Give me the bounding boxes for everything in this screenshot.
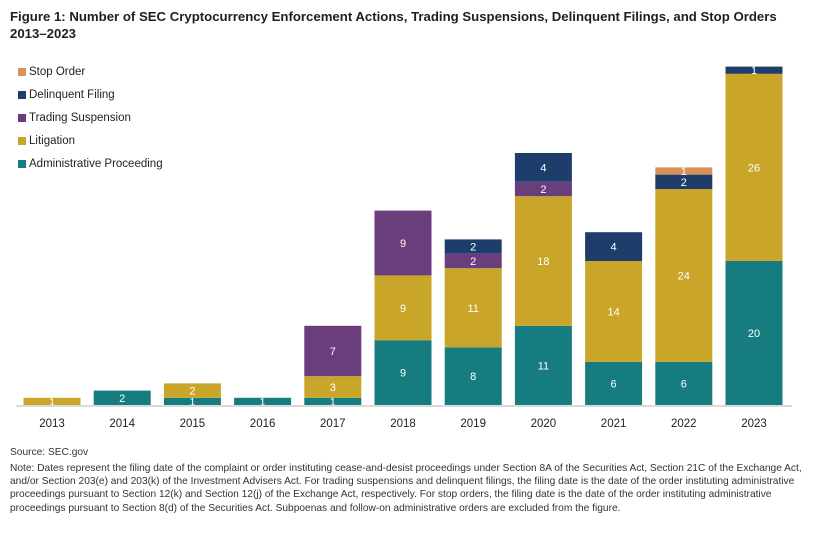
x-tick-label-2023: 2023 xyxy=(741,418,767,430)
bar-litigation-2021 xyxy=(585,261,643,362)
bar-delinquent-filing-2022 xyxy=(655,174,713,189)
bar-stop-order-2022 xyxy=(655,167,713,175)
source-text: Source: SEC.gov xyxy=(10,447,89,458)
x-tick-label-2022: 2022 xyxy=(671,418,697,430)
bar-delinquent-filing-2019 xyxy=(444,239,502,254)
bar-delinquent-filing-2021 xyxy=(585,232,643,261)
bar-administrative-proceeding-2021 xyxy=(585,361,643,405)
legend-swatch-litigation xyxy=(18,136,26,145)
data-label-litigation-2013: 1 xyxy=(49,396,55,408)
x-tick-label-2019: 2019 xyxy=(460,418,486,430)
legend-label: Stop Order xyxy=(29,65,86,78)
legend-label: Trading Suspension xyxy=(29,111,131,124)
x-tick-label-2021: 2021 xyxy=(601,418,627,430)
legend-label: Litigation xyxy=(29,134,76,147)
data-label-administrative-proceeding-2021: 6 xyxy=(611,378,617,390)
bar-trading-suspension-2018 xyxy=(374,210,432,276)
x-tick-label-2016: 2016 xyxy=(250,418,276,430)
bar-trading-suspension-2020 xyxy=(514,181,572,197)
data-label-litigation-2023: 26 xyxy=(748,162,760,174)
bar-trading-suspension-2017 xyxy=(304,325,362,377)
data-label-delinquent-filing-2019: 2 xyxy=(470,242,476,254)
data-label-stop-order-2022: 1 xyxy=(681,166,687,178)
data-label-administrative-proceeding-2020: 11 xyxy=(538,360,549,372)
data-label-administrative-proceeding-2022: 6 xyxy=(681,378,687,390)
x-tick-label-2020: 2020 xyxy=(531,418,557,430)
bar-administrative-proceeding-2019 xyxy=(444,347,502,405)
data-label-administrative-proceeding-2017: 1 xyxy=(330,396,336,408)
data-label-litigation-2020: 18 xyxy=(537,256,549,268)
bar-administrative-proceeding-2016 xyxy=(234,397,292,405)
bar-delinquent-filing-2020 xyxy=(514,153,572,182)
legend-label: Administrative Proceeding xyxy=(29,157,163,170)
x-tick-label-2014: 2014 xyxy=(109,418,135,430)
data-label-delinquent-filing-2022: 2 xyxy=(681,177,687,189)
data-label-administrative-proceeding-2023: 20 xyxy=(748,328,760,340)
bar-litigation-2019 xyxy=(444,268,502,348)
data-label-litigation-2017: 3 xyxy=(330,382,336,394)
bar-litigation-2015 xyxy=(163,383,221,398)
data-label-trading-suspension-2019: 2 xyxy=(470,256,476,268)
x-tick-label-2018: 2018 xyxy=(390,418,416,430)
data-label-trading-suspension-2020: 2 xyxy=(540,184,546,196)
bar-litigation-2020 xyxy=(514,196,572,326)
bar-delinquent-filing-2023 xyxy=(725,66,783,74)
bar-administrative-proceeding-2023 xyxy=(725,261,783,405)
data-label-administrative-proceeding-2019: 8 xyxy=(470,371,476,383)
legend-item-trading-suspension: Trading Suspension xyxy=(18,106,163,129)
legend-swatch-trading-suspension xyxy=(18,113,26,122)
bar-litigation-2023 xyxy=(725,73,783,261)
data-label-litigation-2018: 9 xyxy=(400,303,406,315)
bar-litigation-2022 xyxy=(655,189,713,362)
data-label-litigation-2021: 14 xyxy=(607,306,619,318)
data-label-administrative-proceeding-2016: 1 xyxy=(260,396,266,408)
bar-administrative-proceeding-2015 xyxy=(163,397,221,405)
bar-administrative-proceeding-2022 xyxy=(655,361,713,405)
data-label-delinquent-filing-2021: 4 xyxy=(611,242,617,254)
x-tick-label-2015: 2015 xyxy=(180,418,206,430)
legend-swatch-stop-order xyxy=(18,67,26,76)
x-tick-label-2017: 2017 xyxy=(320,418,346,430)
data-label-delinquent-filing-2023: 1 xyxy=(751,65,757,77)
data-label-litigation-2022: 24 xyxy=(678,270,690,282)
note-text: Note: Dates represent the filing date of… xyxy=(10,463,802,514)
legend-item-delinquent-filing: Delinquent Filing xyxy=(18,83,163,106)
legend-item-administrative-proceeding: Administrative Proceeding xyxy=(18,152,163,175)
legend-item-stop-order: Stop Order xyxy=(18,60,163,83)
x-tick-label-2013: 2013 xyxy=(39,418,65,430)
data-label-trading-suspension-2018: 9 xyxy=(400,238,406,250)
data-label-delinquent-filing-2020: 4 xyxy=(540,162,546,174)
data-label-administrative-proceeding-2014: 2 xyxy=(119,393,125,405)
bar-administrative-proceeding-2017 xyxy=(304,397,362,405)
bar-litigation-2017 xyxy=(304,376,362,398)
data-label-administrative-proceeding-2015: 1 xyxy=(189,396,195,408)
data-label-trading-suspension-2017: 7 xyxy=(330,346,336,358)
bar-administrative-proceeding-2018 xyxy=(374,340,432,405)
chart-title: Figure 1: Number of SEC Cryptocurrency E… xyxy=(10,9,777,41)
bar-litigation-2013 xyxy=(23,397,81,405)
bar-administrative-proceeding-2014 xyxy=(93,390,151,405)
legend-swatch-administrative-proceeding xyxy=(18,159,26,168)
legend-label: Delinquent Filing xyxy=(29,88,115,101)
legend: Stop Order Delinquent Filing Trading Sus… xyxy=(18,60,163,175)
data-label-administrative-proceeding-2018: 9 xyxy=(400,368,406,380)
bar-administrative-proceeding-2020 xyxy=(514,325,572,405)
legend-item-litigation: Litigation xyxy=(18,129,163,152)
data-label-litigation-2019: 11 xyxy=(467,303,478,315)
bar-trading-suspension-2019 xyxy=(444,253,502,269)
bar-litigation-2018 xyxy=(374,275,432,341)
legend-swatch-delinquent-filing xyxy=(18,90,26,99)
data-label-litigation-2015: 2 xyxy=(189,386,195,398)
